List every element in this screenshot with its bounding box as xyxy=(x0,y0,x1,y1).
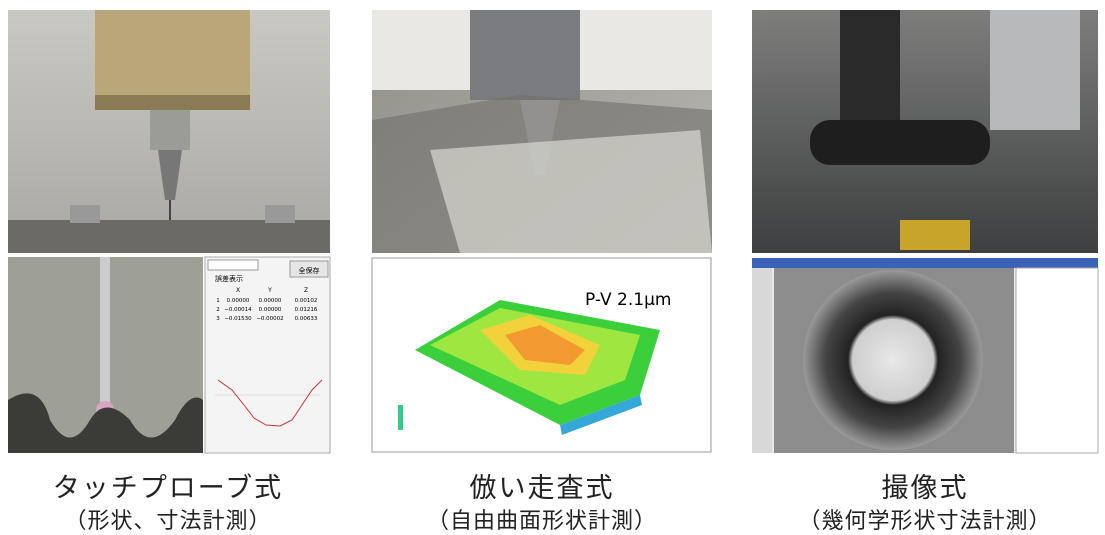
error-checkbox: 誤差表示 xyxy=(215,274,243,283)
table-cell: 2 xyxy=(216,307,220,313)
photo-scanning xyxy=(372,10,712,253)
table-cell: 3 xyxy=(216,316,220,322)
surface-map xyxy=(372,258,711,452)
table-cell: −0.00002 xyxy=(256,316,283,322)
column-header: X xyxy=(236,287,240,294)
column-header: Y xyxy=(267,287,272,294)
table-cell: 0.00633 xyxy=(295,316,318,322)
table-cell: 0.00000 xyxy=(259,298,282,304)
save-button: 全保存 xyxy=(299,266,320,275)
column-header: Z xyxy=(304,287,308,294)
table-cell: −0.00014 xyxy=(224,307,252,313)
imaging-software xyxy=(752,258,1098,453)
subcaption: （自由曲面形状計測） xyxy=(362,503,722,535)
table-cell: 0.01216 xyxy=(295,307,318,313)
photo-imaging xyxy=(752,10,1098,253)
table-cell: 0.00000 xyxy=(227,298,250,304)
table-cell: 1 xyxy=(216,298,220,304)
table-cell: −0.01530 xyxy=(224,316,252,322)
pv-annotation: P-V 2.1μm xyxy=(585,290,671,310)
caption: タッチプローブ式 xyxy=(0,466,348,505)
subcaption: （幾何学形状寸法計測） xyxy=(745,503,1105,535)
table-cell: 0.00102 xyxy=(295,298,318,304)
table-cell: 0.00000 xyxy=(259,307,282,313)
page: 全保存誤差表示 X Y Z 1 0.00000 0.00000 0.00102 2 −0.0001… xyxy=(0,0,1105,531)
caption: 倣い走査式 xyxy=(362,466,722,505)
photo-touch-probe xyxy=(8,10,330,253)
subcaption: （形状、寸法計測） xyxy=(0,503,348,535)
caption: 撮像式 xyxy=(745,466,1105,505)
probe-microscope-image xyxy=(8,257,203,453)
